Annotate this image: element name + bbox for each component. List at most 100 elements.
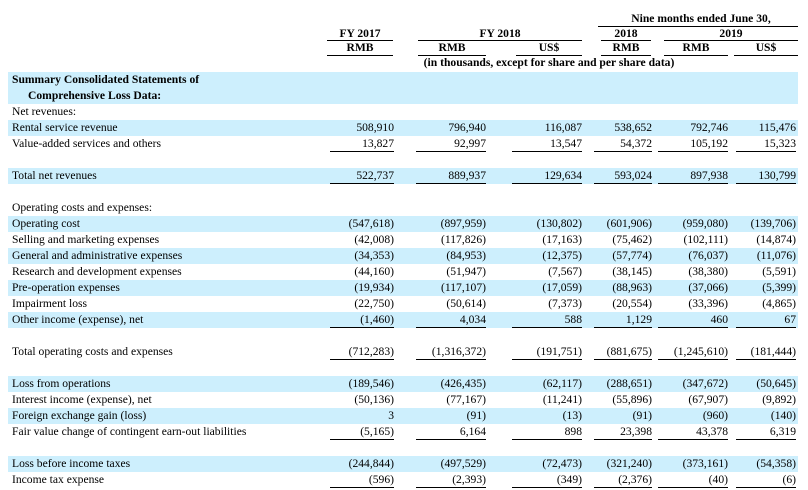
unit-underline-fy2018-usd — [516, 55, 582, 56]
table-row: General and administrative expenses (34,3… — [8, 248, 798, 264]
cell-fy2018-rmb: (77,167) — [446, 393, 486, 406]
cell-nine-2018-rmb: 23,398 — [594, 424, 652, 440]
cell-nine-2019-usd: (9,892) — [762, 393, 796, 406]
period-label: Nine months ended June 30, — [631, 12, 771, 25]
table-row — [8, 152, 798, 168]
table-row: Interest income (expense), net (50,136) (7… — [8, 392, 798, 408]
cell-nine-2018-rmb: (601,906) — [606, 217, 652, 230]
cell-fy2017-rmb: 13,827 — [330, 136, 394, 152]
table-row: Summary Consolidated Statements of — [8, 72, 798, 88]
units-note: (in thousands, except for share and per … — [423, 56, 675, 69]
cell-nine-2019-usd: 6,319 — [736, 424, 796, 440]
row-label: Fair value change of contingent earn-out… — [12, 425, 247, 438]
cell-nine-2019-rmb: (40) — [658, 472, 728, 488]
cell-nine-2018-rmb: (57,774) — [612, 249, 652, 262]
table-row: Value-added services and others 13,827 92,… — [8, 136, 798, 152]
cell-nine-2019-rmb: (33,396) — [688, 297, 728, 310]
col-header-fy2018: FY 2018 — [479, 27, 521, 40]
cell-fy2018-usd: 898 — [512, 424, 582, 440]
cell-fy2017-rmb: (34,353) — [354, 249, 394, 262]
cell-nine-2019-usd: (54,358) — [756, 457, 796, 470]
cell-nine-2018-rmb: (321,240) — [606, 457, 652, 470]
cell-fy2018-usd: (349) — [512, 472, 582, 488]
cell-nine-2019-rmb: (38,380) — [688, 265, 728, 278]
cell-nine-2018-rmb: 593,024 — [594, 168, 652, 184]
table-row — [8, 440, 798, 456]
table-row: Other income (expense), net (1,460) 4,034 5… — [8, 312, 798, 328]
cell-fy2018-usd: (11,241) — [542, 393, 582, 406]
cell-fy2017-rmb: (5,165) — [330, 424, 394, 440]
cell-nine-2018-rmb: 54,372 — [594, 136, 652, 152]
unit-underline-2019-rmb — [664, 55, 728, 56]
unit-fy2017-rmb: RMB — [346, 41, 374, 54]
cell-nine-2019-rmb: (959,080) — [682, 217, 728, 230]
cell-nine-2019-rmb: (37,066) — [688, 281, 728, 294]
unit-fy2018-usd: US$ — [538, 41, 560, 54]
col-2019-underline — [664, 40, 798, 41]
cell-fy2017-rmb: 3 — [388, 409, 394, 422]
table-row: Income tax expense (596) (2,393) (349) (2,37… — [8, 472, 798, 488]
table-row: Total operating costs and expenses (712,2… — [8, 344, 798, 360]
table-row: Comprehensive Loss Data: — [8, 88, 798, 104]
cell-nine-2019-usd: (11,076) — [756, 249, 796, 262]
cell-nine-2018-rmb: (38,145) — [612, 265, 652, 278]
unit-underline-2019-usd — [734, 55, 798, 56]
cell-fy2018-rmb: (117,107) — [441, 281, 486, 294]
cell-fy2018-rmb: 6,164 — [416, 424, 486, 440]
cell-nine-2019-rmb: (76,037) — [688, 249, 728, 262]
table-row: Loss before income taxes (244,844) (497,52… — [8, 456, 798, 472]
unit-2018-rmb: RMB — [612, 41, 640, 54]
cell-nine-2019-usd: (140) — [770, 409, 796, 422]
table-row: Loss from operations (189,546) (426,435) (6… — [8, 376, 798, 392]
table-row: Research and development expenses (44,160… — [8, 264, 798, 280]
unit-fy2018-rmb: RMB — [438, 41, 466, 54]
unit-2019-usd: US$ — [755, 41, 777, 54]
cell-nine-2019-usd: (14,874) — [756, 233, 796, 246]
row-label: Income tax expense — [12, 473, 105, 486]
cell-fy2018-rmb: 4,034 — [416, 312, 486, 328]
table-row — [8, 184, 798, 200]
cell-fy2017-rmb: (596) — [330, 472, 394, 488]
cell-fy2018-rmb: 92,997 — [416, 136, 486, 152]
row-label: Comprehensive Loss Data: — [28, 89, 162, 102]
row-label: Summary Consolidated Statements of — [12, 73, 200, 86]
cell-fy2018-usd: 13,547 — [512, 136, 582, 152]
cell-fy2017-rmb: 522,737 — [330, 168, 394, 184]
cell-nine-2018-rmb: (55,896) — [612, 393, 652, 406]
cell-fy2018-rmb: (2,393) — [416, 472, 486, 488]
cell-fy2018-rmb: (84,953) — [446, 249, 486, 262]
cell-fy2018-rmb: (497,529) — [440, 457, 486, 470]
table-row: Selling and marketing expenses (42,008) (1… — [8, 232, 798, 248]
cell-nine-2018-rmb: 538,652 — [614, 121, 652, 134]
cell-fy2017-rmb: (50,136) — [354, 393, 394, 406]
row-label: Selling and marketing expenses — [12, 233, 160, 246]
cell-fy2018-usd: 588 — [512, 312, 582, 328]
cell-fy2018-rmb: (117,826) — [441, 233, 486, 246]
cell-nine-2019-rmb: (102,111) — [683, 233, 728, 246]
row-label: Operating costs and expenses: — [12, 201, 153, 214]
row-label: General and administrative expenses — [12, 249, 183, 262]
row-label: Pre-operation expenses — [12, 281, 120, 294]
fy2017-underline — [327, 40, 393, 41]
unit-underline-2018 — [601, 55, 651, 56]
cell-nine-2018-rmb: 1,129 — [594, 312, 652, 328]
cell-nine-2018-rmb: (2,376) — [594, 472, 652, 488]
cell-nine-2018-rmb: (91) — [632, 409, 652, 422]
cell-nine-2019-rmb: 460 — [658, 312, 728, 328]
row-label: Net revenues: — [12, 105, 77, 118]
cell-nine-2019-usd: (181,444) — [736, 344, 796, 360]
cell-nine-2019-rmb: (960) — [702, 409, 728, 422]
unit-2019-rmb: RMB — [682, 41, 710, 54]
cell-nine-2019-usd: 115,476 — [758, 121, 796, 134]
row-label: Value-added services and others — [12, 137, 162, 150]
cell-fy2018-usd: (13) — [562, 409, 582, 422]
fy2018-underline — [418, 40, 582, 41]
cell-nine-2019-usd: (4,865) — [762, 297, 796, 310]
cell-nine-2019-rmb: (1,245,610) — [658, 344, 728, 360]
unit-underline-fy2017 — [327, 55, 393, 56]
cell-nine-2019-usd: 130,799 — [736, 168, 796, 184]
cell-fy2017-rmb: (42,008) — [354, 233, 394, 246]
table-row: Foreign exchange gain (loss) 3 (91) (13) (91… — [8, 408, 798, 424]
cell-nine-2019-usd: (6) — [736, 472, 796, 488]
row-label: Research and development expenses — [12, 265, 182, 278]
